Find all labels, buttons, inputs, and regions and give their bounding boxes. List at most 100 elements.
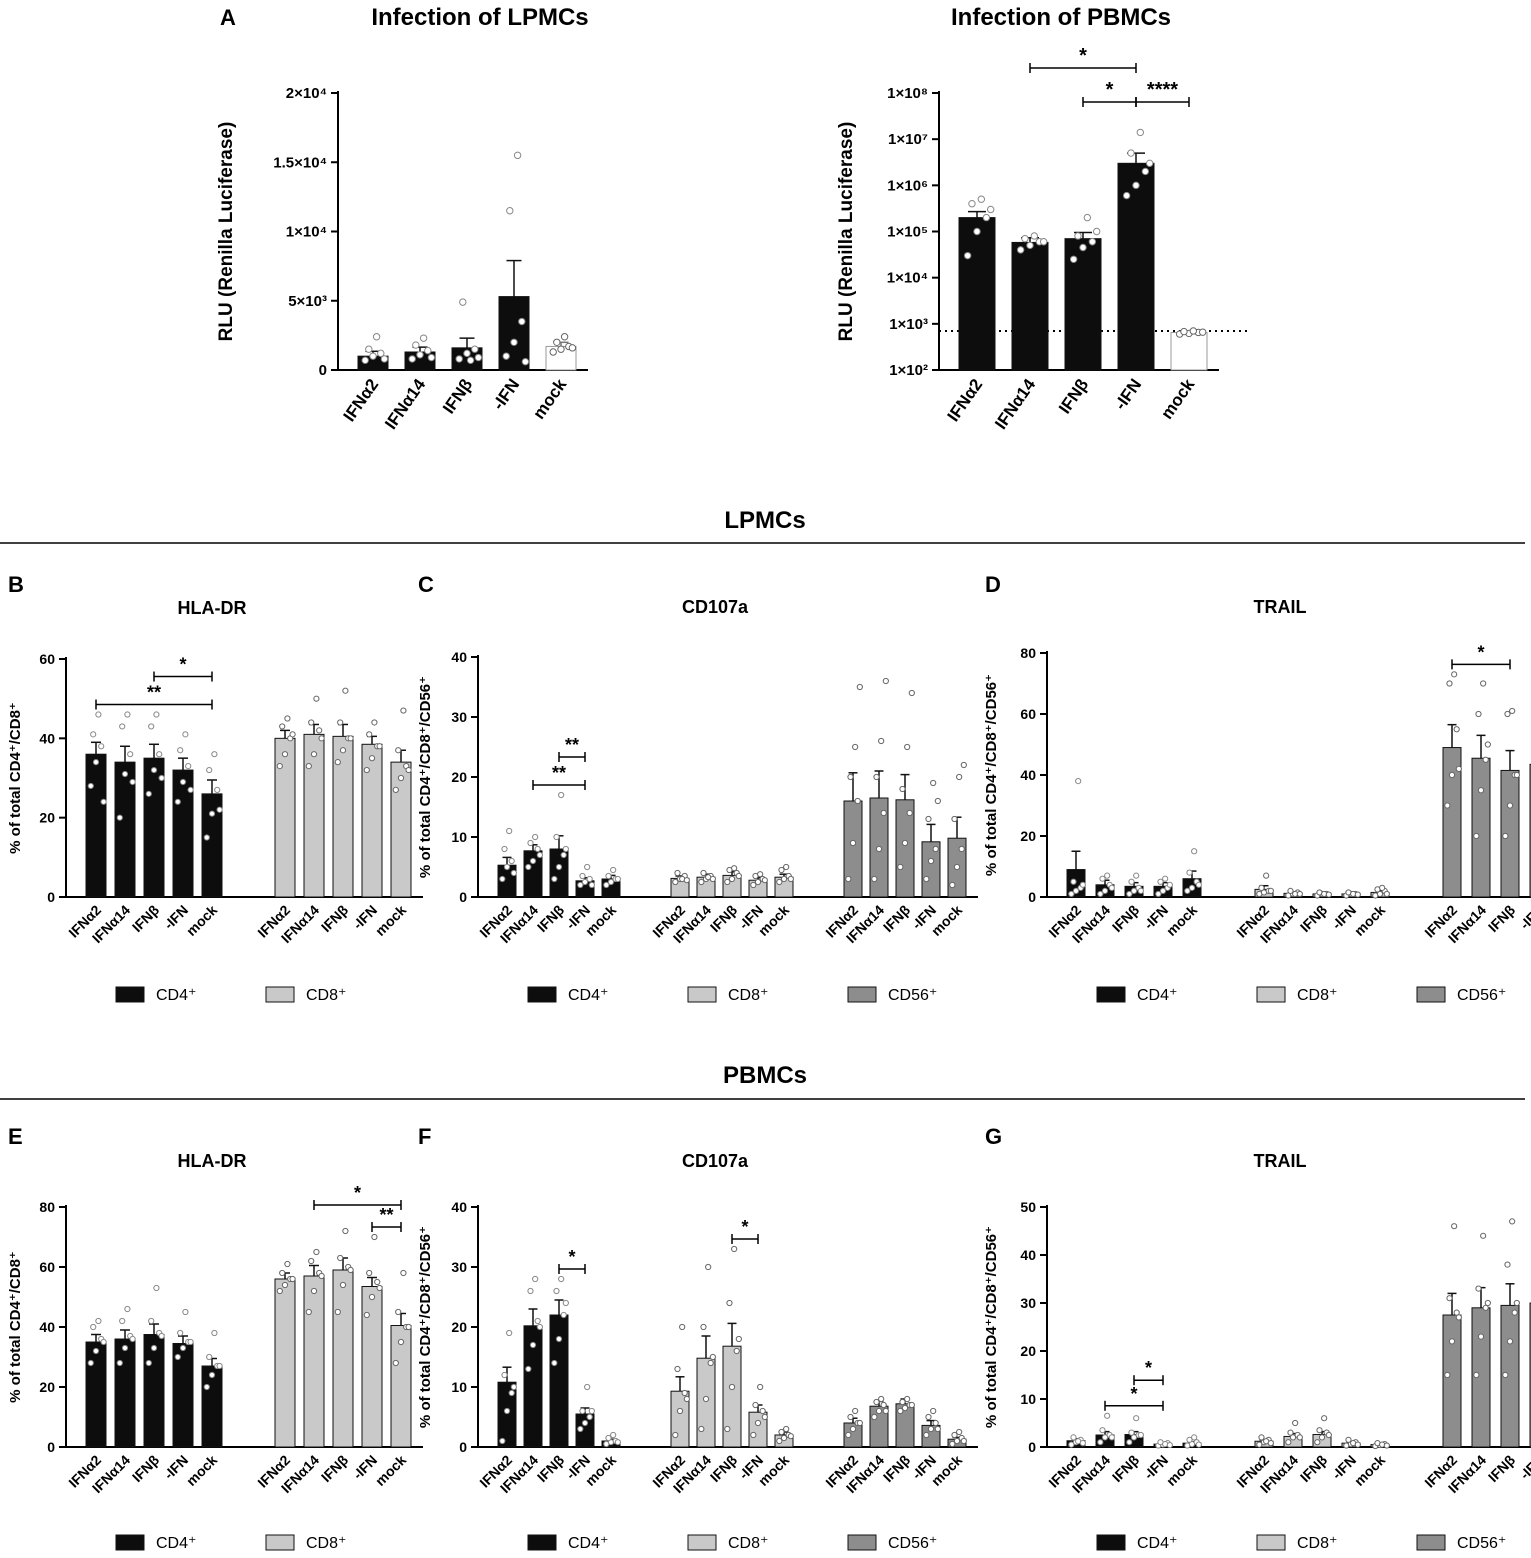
y-tick-label: 1×10⁴ [286,224,327,241]
bar [303,733,325,898]
data-point [95,1317,102,1325]
panel-letter: B [8,572,24,597]
data-point [557,345,565,353]
data-point [129,778,136,786]
x-tick-label: mock [1157,375,1198,423]
chart-title: HLA-DR [178,598,247,618]
data-point [1072,887,1080,895]
data-point [1502,1371,1509,1379]
legend-swatch [527,986,557,1003]
data-point [310,751,318,758]
data-point [676,1407,684,1415]
data-point [1079,881,1086,888]
significance-label: * [1079,45,1087,67]
data-point [145,790,152,797]
data-point [1186,869,1193,876]
data-point [318,1272,325,1280]
data-point [776,878,783,886]
data-point [1477,787,1485,794]
data-point [925,1413,932,1421]
bar [843,800,863,898]
data-point [499,875,506,883]
legend-swatch [1256,986,1286,1003]
data-point [339,747,347,754]
data-point [208,810,216,817]
data-point [871,1413,878,1421]
data-point [366,1269,373,1277]
data-point [1099,1427,1106,1434]
x-tick-label: -IFN [1517,1452,1531,1483]
data-point [179,778,187,786]
data-point [525,863,532,871]
data-point [368,755,376,762]
legend-label: CD8⁺ [1297,987,1337,1004]
x-tick-label: mock [183,1452,220,1489]
data-point [400,707,407,714]
data-point [281,1281,289,1289]
data-point [372,333,381,341]
data-point [1092,227,1101,236]
data-point [153,711,160,718]
data-point [129,1335,136,1343]
data-point [880,809,887,817]
data-point [581,1419,589,1427]
x-tick-label: IFNα2 [340,375,383,425]
data-point [930,1407,937,1415]
data-point [1068,1441,1075,1448]
data-point [1079,1440,1086,1447]
y-tick-label: 0 [459,889,467,905]
data-point [934,797,941,805]
data-point [508,1389,515,1397]
legend-swatch [265,1534,295,1551]
legend-swatch [687,1534,717,1551]
x-tick-label: IFNβ [880,901,914,935]
data-point [956,1428,963,1436]
data-point [179,1344,187,1352]
data-point [1345,1436,1352,1443]
x-tick-label: -IFN [1517,902,1531,933]
data-point [532,1275,539,1283]
data-point [1383,1442,1390,1449]
data-point [1263,872,1270,879]
chart-title: HLA-DR [178,1151,247,1171]
data-point [1074,232,1082,240]
legend-label: CD4⁺ [156,1535,196,1552]
data-point [1108,884,1115,891]
y-tick-label: 0 [47,1439,55,1455]
data-point [95,711,102,718]
data-point [605,1434,612,1442]
data-point [923,1431,930,1439]
data-point [289,731,296,738]
chart-title: CD107a [682,597,749,617]
data-point [878,1395,885,1403]
data-point [930,779,937,787]
data-point [368,1293,376,1301]
legend-label: CD56⁺ [888,1535,937,1552]
data-point [363,1311,370,1319]
data-point [1475,1285,1482,1292]
data-point [897,1407,904,1415]
y-tick-label: 50 [1020,1199,1036,1215]
data-point [463,349,471,358]
data-point [551,875,558,883]
data-point [1473,832,1480,840]
data-point [577,1425,584,1433]
y-axis-label: % of total CD4⁺/CD8⁺/CD56⁺ [417,676,434,878]
y-tick-label: 1.5×10⁴ [273,154,327,171]
data-point [705,1263,712,1271]
x-tick-label: mock [928,1452,965,1489]
data-point [374,1278,381,1286]
data-point [904,1395,911,1403]
x-tick-label: mock [372,1452,409,1489]
data-point [1079,243,1087,252]
data-point [1180,327,1188,336]
x-tick-label: IFNα14 [381,375,429,433]
data-point [1030,232,1039,240]
data-point [395,747,402,754]
data-point [1097,1439,1104,1446]
x-tick-label: mock [928,902,965,939]
data-point [1321,1415,1328,1422]
data-point [707,1359,714,1367]
data-point [187,1338,194,1346]
y-tick-label: 80 [1020,645,1036,661]
